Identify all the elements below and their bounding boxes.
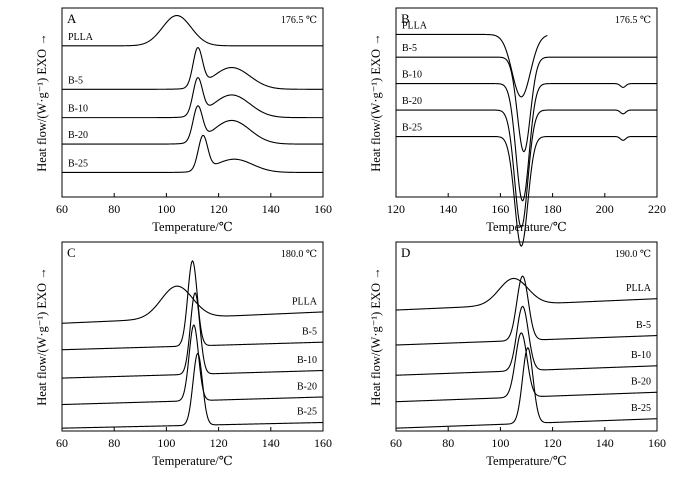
x-tick-label: 120 bbox=[387, 202, 405, 216]
plot-frame-a bbox=[61, 7, 324, 198]
curve-plla bbox=[396, 33, 548, 98]
curve-plla bbox=[61, 285, 324, 324]
x-tick-label: 180 bbox=[544, 202, 562, 216]
series-label-b-10: B-10 bbox=[402, 70, 422, 81]
x-tick-label: 60 bbox=[56, 202, 68, 216]
series-label-plla: PLLA bbox=[626, 283, 652, 294]
series-label-b-25: B-25 bbox=[68, 158, 88, 169]
x-tick-label: 160 bbox=[314, 436, 332, 450]
curve-b-5 bbox=[396, 56, 657, 153]
x-tick-label: 120 bbox=[210, 436, 228, 450]
curve-plla bbox=[62, 15, 323, 47]
x-tick-label: 140 bbox=[596, 436, 614, 450]
series-label-b-5: B-5 bbox=[636, 320, 651, 331]
series-label-b-5: B-5 bbox=[68, 75, 83, 86]
x-tick-label: 100 bbox=[157, 202, 175, 216]
x-tick-label: 80 bbox=[108, 436, 120, 450]
series-label-b-20: B-20 bbox=[68, 130, 88, 141]
series-label-b-5: B-5 bbox=[302, 326, 317, 337]
curve-b-5 bbox=[62, 47, 323, 90]
curve-b-20 bbox=[396, 109, 657, 228]
panel-letter: C bbox=[67, 245, 76, 260]
curve-b-5 bbox=[395, 275, 658, 346]
curve-b-20 bbox=[62, 105, 323, 145]
series-label-plla: PLLA bbox=[68, 32, 94, 43]
panel-b: 120 140 160 180 200 220 Temperature/℃ Heat flow… bbox=[369, 7, 666, 247]
y-axis-title: Heat flow/(W·g⁻¹) EXO → bbox=[369, 33, 383, 171]
x-tick-label: 100 bbox=[491, 436, 509, 450]
series-label-b-10: B-10 bbox=[297, 355, 317, 366]
series-label-b-20: B-20 bbox=[297, 381, 317, 392]
curve-b-20 bbox=[395, 332, 658, 403]
curve-b-10 bbox=[396, 83, 657, 202]
temperature-note: 190.0 ℃ bbox=[615, 249, 651, 260]
x-tick-label: 100 bbox=[157, 436, 175, 450]
curve-b-25 bbox=[62, 134, 323, 173]
y-axis-title: Heat flow/(W·g⁻¹) EXO → bbox=[35, 33, 49, 171]
plot-frame-c bbox=[61, 241, 324, 432]
panel-letter: D bbox=[401, 245, 410, 260]
temperature-note: 176.5 ℃ bbox=[281, 15, 317, 26]
x-axis-title: Temperature/℃ bbox=[152, 220, 232, 234]
panel-c: 60 80 100 120 140 160 Temperature/℃ Heat flow/(… bbox=[35, 241, 332, 468]
panel-letter: A bbox=[67, 11, 77, 26]
curve-b-25 bbox=[396, 135, 657, 247]
curve-b-25 bbox=[395, 347, 658, 429]
series-label-b-25: B-25 bbox=[402, 123, 422, 134]
panel-d: 60 80 100 120 140 160 Temperature/℃ Heat flow/(… bbox=[369, 241, 666, 468]
x-axis-title: Temperature/℃ bbox=[486, 220, 566, 234]
y-axis-title: Heat flow/(W·g⁻¹) EXO → bbox=[369, 267, 383, 405]
x-tick-label: 160 bbox=[314, 202, 332, 216]
x-tick-label: 120 bbox=[544, 436, 562, 450]
plot-frame-b bbox=[395, 7, 658, 198]
temperature-note: 176.5 ℃ bbox=[615, 15, 651, 26]
x-tick-label: 160 bbox=[648, 436, 666, 450]
x-tick-label: 80 bbox=[442, 436, 454, 450]
x-tick-label: 160 bbox=[491, 202, 509, 216]
curve-b-10 bbox=[61, 292, 324, 379]
series-label-b-10: B-10 bbox=[631, 350, 651, 361]
x-tick-label: 140 bbox=[262, 436, 280, 450]
curve-b-25 bbox=[61, 352, 324, 429]
x-tick-label: 120 bbox=[210, 202, 228, 216]
curve-b-5 bbox=[61, 260, 324, 351]
x-tick-label: 60 bbox=[56, 436, 68, 450]
y-axis-title: Heat flow/(W·g⁻¹) EXO → bbox=[35, 267, 49, 405]
plot-frame-d bbox=[395, 241, 658, 432]
series-label-b-20: B-20 bbox=[631, 377, 651, 388]
x-tick-label: 60 bbox=[390, 436, 402, 450]
temperature-note: 180.0 ℃ bbox=[281, 249, 317, 260]
series-label-b-25: B-25 bbox=[297, 407, 317, 418]
series-label-b-25: B-25 bbox=[631, 403, 651, 414]
x-axis-title: Temperature/℃ bbox=[152, 454, 232, 468]
series-label-b-20: B-20 bbox=[402, 96, 422, 107]
series-label-plla: PLLA bbox=[292, 296, 318, 307]
x-tick-label: 140 bbox=[439, 202, 457, 216]
x-tick-label: 220 bbox=[648, 202, 666, 216]
curve-b-20 bbox=[61, 324, 324, 406]
curve-b-10 bbox=[395, 305, 658, 376]
x-axis-title: Temperature/℃ bbox=[486, 454, 566, 468]
series-label-b-10: B-10 bbox=[68, 104, 88, 115]
panel-letter: B bbox=[401, 11, 410, 26]
series-label-plla: PLLA bbox=[402, 20, 428, 31]
curve-b-10 bbox=[62, 77, 323, 119]
x-tick-label: 80 bbox=[108, 202, 120, 216]
x-tick-label: 140 bbox=[262, 202, 280, 216]
curve-plla bbox=[395, 277, 658, 311]
series-label-b-5: B-5 bbox=[402, 43, 417, 54]
x-tick-label: 200 bbox=[596, 202, 614, 216]
panel-a: 60 80 100 120 140 160 Temperature/℃ Heat flow/(… bbox=[35, 7, 332, 234]
